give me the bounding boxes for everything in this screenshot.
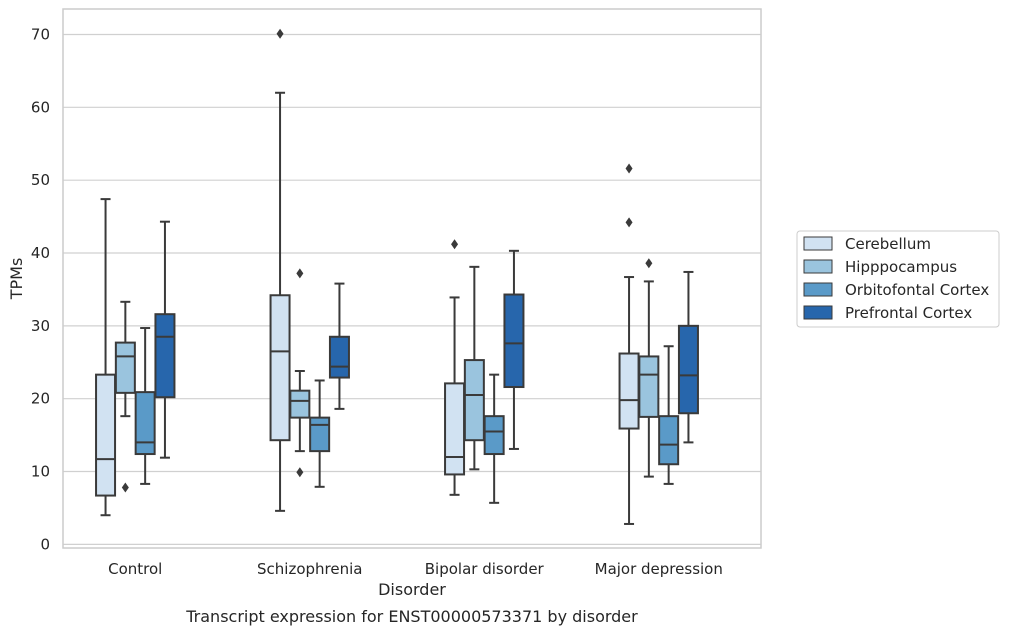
box-cerebellum-3 xyxy=(618,163,640,525)
outlier-point xyxy=(276,28,284,39)
box-iqr xyxy=(154,313,176,399)
box-iqr xyxy=(328,335,350,379)
x-tick-label: Schizophrenia xyxy=(257,560,362,578)
box-hipppocampus-2 xyxy=(463,265,485,471)
box-hipppocampus-1 xyxy=(289,268,311,478)
box-orbitofontal-cortex-2 xyxy=(483,373,505,504)
box-prefrontal-cortex-1 xyxy=(328,282,350,410)
box-iqr xyxy=(483,415,505,456)
box-iqr xyxy=(444,382,466,476)
x-tick-label: Control xyxy=(108,560,162,578)
legend: Cerebellum Hipppocampus Orbitofontal Corte… xyxy=(796,230,1000,328)
outlier-point xyxy=(451,239,459,250)
box-orbitofontal-cortex-1 xyxy=(309,379,331,488)
y-tick-label: 70 xyxy=(31,25,50,43)
outlier-point xyxy=(121,482,129,493)
legend-frame xyxy=(796,230,1000,328)
x-axis-ticks: Control Schizophrenia Bipolar disorder Majo… xyxy=(108,560,723,578)
y-axis-ticks: 0 10 20 30 40 50 60 70 xyxy=(31,25,50,553)
box-iqr xyxy=(463,359,485,442)
box-prefrontal-cortex-0 xyxy=(154,220,176,459)
legend-label: Orbitofontal Cortex xyxy=(845,281,989,299)
box-hipppocampus-3 xyxy=(638,258,660,478)
outlier-point xyxy=(296,268,304,279)
box-iqr xyxy=(658,415,680,466)
y-tick-label: 60 xyxy=(31,98,50,116)
legend-swatch xyxy=(803,282,833,297)
box-iqr xyxy=(677,324,699,415)
box-prefrontal-cortex-2 xyxy=(503,249,525,450)
outlier-point xyxy=(625,163,633,174)
y-tick-label: 50 xyxy=(31,171,50,189)
box-cerebellum-2 xyxy=(444,239,466,496)
legend-swatch xyxy=(803,236,833,251)
y-tick-label: 30 xyxy=(31,317,50,335)
box-iqr xyxy=(503,293,525,389)
box-hipppocampus-0 xyxy=(114,300,136,493)
box-iqr xyxy=(638,355,660,418)
legend-label: Prefrontal Cortex xyxy=(845,304,972,322)
box-iqr xyxy=(134,391,156,456)
box-orbitofontal-cortex-3 xyxy=(658,345,680,485)
legend-label: Cerebellum xyxy=(845,235,931,253)
legend-swatch xyxy=(803,259,833,274)
legend-swatch xyxy=(803,305,833,320)
y-tick-label: 40 xyxy=(31,244,50,262)
plot-frame xyxy=(62,8,762,549)
outlier-point xyxy=(296,467,304,478)
y-tick-label: 10 xyxy=(31,463,50,481)
x-axis-title: Disorder xyxy=(378,580,446,599)
box-iqr xyxy=(269,294,291,442)
box-orbitofontal-cortex-0 xyxy=(134,327,156,485)
outlier-point xyxy=(645,258,653,269)
outlier-point xyxy=(625,217,633,228)
box-iqr xyxy=(309,416,331,453)
box-iqr xyxy=(289,389,311,419)
legend-label: Hipppocampus xyxy=(845,258,957,276)
x-tick-label: Bipolar disorder xyxy=(425,560,545,578)
box-iqr xyxy=(114,341,136,394)
box-cerebellum-0 xyxy=(95,198,117,517)
x-tick-label: Major depression xyxy=(595,560,723,578)
box-iqr xyxy=(618,352,640,430)
box-groups xyxy=(95,28,699,525)
y-tick-label: 0 xyxy=(40,535,50,553)
chart-caption: Transcript expression for ENST0000057337… xyxy=(185,607,638,626)
y-axis-title: TPMs xyxy=(7,258,26,301)
box-cerebellum-1 xyxy=(269,28,291,512)
grid-lines xyxy=(63,33,761,545)
box-iqr xyxy=(95,373,117,497)
box-prefrontal-cortex-3 xyxy=(677,270,699,444)
y-tick-label: 20 xyxy=(31,390,50,408)
